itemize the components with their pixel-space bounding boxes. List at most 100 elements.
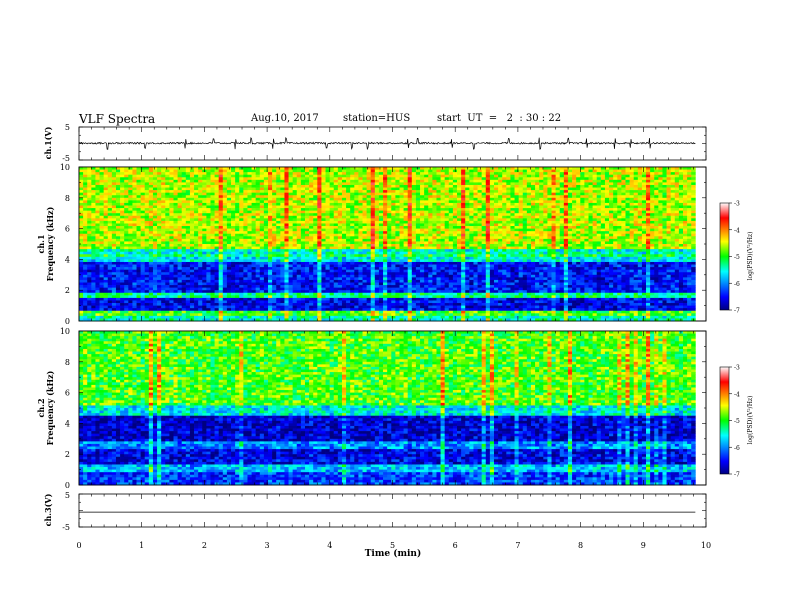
- ch1-spec-cell: [255, 254, 261, 258]
- ch1-spec-cell: [255, 315, 261, 319]
- ch1-spec-cell: [251, 256, 257, 260]
- ch1-spec-cell: [87, 297, 92, 301]
- ch1-spec-cell: [395, 213, 400, 217]
- ch1-spec-cell: [383, 272, 388, 276]
- ch1-spec-cell: [259, 169, 265, 173]
- ch1-spec-cell: [128, 210, 133, 214]
- ch1-spec-cell: [329, 205, 335, 209]
- ch1-spec-cell: [136, 220, 141, 224]
- ch1-spec-cell: [268, 210, 273, 214]
- ch1-spec-cell: [132, 220, 137, 224]
- ch1-spec-cell: [329, 282, 335, 286]
- ch1-spec-cell: [387, 205, 392, 209]
- ch1-spec-cell: [304, 303, 310, 306]
- ch1-spec-cell: [140, 213, 146, 217]
- ch1-spec-cell: [288, 220, 294, 224]
- ch1-spec-cell: [304, 169, 310, 173]
- ch1-spec-cell: [280, 218, 285, 222]
- ch1-spec-cell: [128, 228, 133, 232]
- ch1-spec-cell: [370, 213, 376, 217]
- ch1-spec-cell: [284, 244, 289, 247]
- ch1-spec-cell: [91, 297, 96, 301]
- ch1-spec-cell: [407, 279, 413, 283]
- ch1-spec-cell: [91, 210, 96, 214]
- ch1-spec-cell: [387, 197, 392, 201]
- ch1-spec-cell: [136, 208, 141, 211]
- ch1-spec-cell: [99, 272, 104, 276]
- ch1-spec-cell: [148, 169, 154, 173]
- ch1-spec-cell: [157, 228, 162, 232]
- ch1-spec-cell: [99, 167, 104, 170]
- ch1-spec-cell: [280, 279, 285, 283]
- ch1-spec-cell: [325, 256, 330, 260]
- ch1-spec-cell: [169, 197, 174, 201]
- ch1-spec-cell: [91, 267, 96, 271]
- ch1-spec-cell: [132, 192, 137, 196]
- ch1-spec-cell: [358, 264, 363, 268]
- ch1-spec-cell: [276, 308, 281, 312]
- ch1-spec-cell: [243, 205, 248, 209]
- ch1-spec-cell: [103, 210, 109, 214]
- ch1-spec-cell: [189, 182, 195, 186]
- ch1-spec-cell: [362, 182, 367, 186]
- ch1-spec-cell: [181, 259, 187, 263]
- ch1-spec-cell: [202, 285, 207, 288]
- ch1-spec-cell: [329, 285, 335, 288]
- ch1-spec-cell: [387, 228, 392, 232]
- ch1-spec-cell: [132, 226, 137, 229]
- ch1-spec-cell: [173, 251, 178, 255]
- ch1-spec-cell: [222, 282, 228, 286]
- ch1-spec-cell: [181, 231, 187, 235]
- ch1-spec-cell: [169, 251, 174, 255]
- ch1-spec-cell: [243, 218, 248, 222]
- ch1-spec-cell: [173, 295, 178, 299]
- ch1-spec-cell: [341, 269, 347, 273]
- ch1-spec-cell: [198, 187, 203, 191]
- ch1-spec-cell: [226, 256, 232, 260]
- ch1-spec-cell: [391, 197, 396, 201]
- ch1-spec-cell: [325, 251, 330, 255]
- ch1-spec-cell: [395, 197, 400, 201]
- ch1-spec-cell: [378, 220, 384, 224]
- ch1-spec-cell: [333, 274, 339, 278]
- ch1-spec-cell: [374, 282, 380, 286]
- ch1-spec-cell: [128, 182, 133, 186]
- ch1-spec-cell: [407, 220, 413, 224]
- ch1-spec-cell: [206, 287, 211, 291]
- ch1-spec-cell: [288, 251, 294, 255]
- ch1-spec-cell: [358, 241, 363, 245]
- ch1-spec-cell: [87, 315, 92, 319]
- ch1-spec-cell: [263, 251, 269, 255]
- ch1-spec-cell: [111, 169, 117, 173]
- ch1-spec-cell: [276, 187, 281, 191]
- ch1-spec-cell: [83, 290, 88, 294]
- ch1-spec-cell: [111, 208, 117, 211]
- ch1-spec-cell: [202, 272, 207, 276]
- ch1-spec-cell: [313, 210, 318, 214]
- ch1-spec-cell: [148, 231, 154, 235]
- ch1-spec-cell: [177, 228, 183, 232]
- ch1-spec-cell: [383, 202, 388, 206]
- ch1-spec-cell: [189, 213, 195, 217]
- ch1-spec-cell: [144, 318, 150, 322]
- ch1-spec-cell: [370, 215, 376, 219]
- ch1-spec-cell: [243, 220, 248, 224]
- ch1-spec-cell: [383, 195, 388, 199]
- ch1-spec-cell: [276, 215, 281, 219]
- ch1-spec-cell: [120, 192, 125, 196]
- ch1-spec-cell: [226, 220, 232, 224]
- ch1-spec-cell: [83, 172, 88, 176]
- ch1-spec-cell: [383, 223, 388, 227]
- ch1-spec-cell: [403, 238, 409, 242]
- ch1-spec-cell: [399, 249, 404, 253]
- ch1-spec-cell: [91, 177, 96, 181]
- ch1-spec-cell: [185, 241, 191, 245]
- ch1-spec-cell: [144, 267, 150, 271]
- ch1-spec-cell: [276, 267, 281, 271]
- ch1-spec-cell: [255, 174, 261, 178]
- ch1-spec-cell: [358, 261, 363, 265]
- ch1-spec-cell: [247, 249, 252, 253]
- ch1-spec-cell: [243, 213, 248, 217]
- ch1-spec-cell: [206, 177, 211, 181]
- ch1-spec-cell: [325, 246, 330, 250]
